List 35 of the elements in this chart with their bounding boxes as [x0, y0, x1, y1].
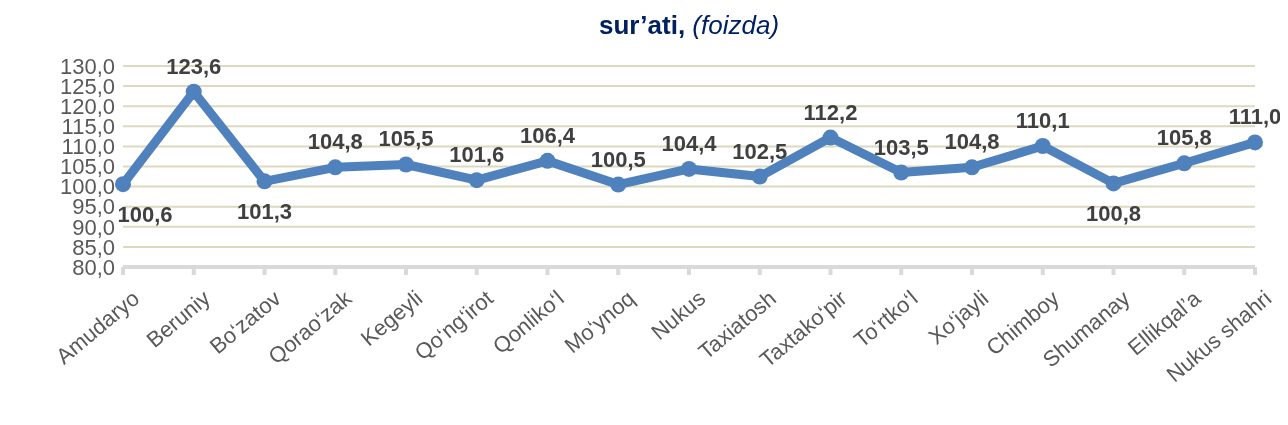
point	[893, 164, 910, 181]
text: 111,0	[1228, 104, 1282, 130]
point	[1105, 175, 1122, 192]
text: 100,5	[590, 146, 646, 172]
text: 104,8	[944, 129, 1000, 155]
point	[185, 83, 202, 100]
text: 100,8	[1085, 201, 1142, 227]
text: 105,8	[1156, 125, 1212, 151]
text: 102,5	[732, 138, 788, 164]
point	[539, 152, 556, 169]
text: 100,6	[117, 202, 173, 228]
text: 101,6	[449, 142, 505, 168]
point	[1247, 134, 1263, 151]
text: 103,5	[873, 134, 929, 160]
point	[468, 172, 485, 189]
text: 106,4	[519, 122, 576, 148]
point	[115, 176, 131, 193]
text: 104,8	[307, 129, 363, 155]
text: 104,4	[661, 130, 717, 156]
text: 105,5	[378, 126, 434, 152]
point	[1176, 155, 1193, 172]
text: 110,1	[1015, 108, 1070, 133]
point	[964, 159, 980, 176]
point	[1034, 138, 1051, 154]
text: 112,2	[803, 99, 858, 125]
point	[751, 168, 768, 185]
point	[398, 156, 414, 173]
text: 123,6	[166, 53, 222, 79]
point	[681, 160, 697, 177]
chart-title: sur’ati, (foizda)	[598, 10, 780, 40]
text: 101,3	[236, 199, 293, 225]
point	[327, 159, 344, 176]
point	[256, 173, 273, 190]
point	[610, 176, 627, 193]
point	[822, 129, 839, 146]
